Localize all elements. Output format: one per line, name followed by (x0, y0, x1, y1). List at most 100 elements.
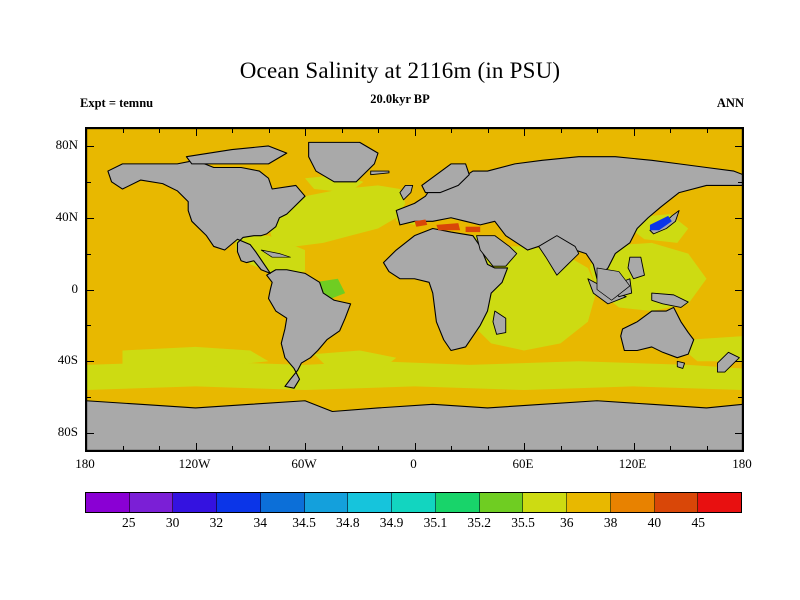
colorbar-cell-4 (260, 493, 305, 512)
y-tickmark (738, 253, 743, 255)
salinity-region-sea-of-japan (649, 215, 672, 231)
colorbar-tick-35.2: 35.2 (467, 515, 491, 530)
y-tick-40S: 40S (57, 352, 78, 368)
x-tickmark (378, 446, 379, 451)
colorbar-labels: 25 30 32 34 34.5 34.8 34.9 35.1 35.2 35.5 36 38 40 45 (85, 515, 742, 537)
y-tick-80S: 80S (57, 424, 78, 440)
y-tickmark (86, 145, 94, 147)
land-tasmania (676, 360, 686, 369)
colorbar-cell-3 (217, 493, 261, 512)
x-tickmark (122, 446, 124, 451)
y-tickmark (738, 181, 743, 183)
x-tickmark (451, 128, 452, 133)
land-africa (382, 227, 509, 352)
x-tickmark (159, 446, 160, 451)
x-tickmark (341, 128, 343, 133)
x-tickmark (524, 443, 525, 451)
y-tickmark (735, 217, 743, 219)
y-tickmark (86, 397, 91, 399)
y-tick-80N: 80N (55, 136, 78, 152)
x-tickmark (341, 446, 343, 451)
x-tickmark (195, 443, 197, 451)
y-tickmark (86, 181, 91, 183)
x-tickmark (305, 443, 306, 451)
plot-frame (86, 128, 743, 451)
colorbar-tick-35.1: 35.1 (423, 515, 448, 530)
colorbar-cell-6 (348, 493, 393, 512)
y-tickmark (86, 289, 94, 291)
x-tickmark (670, 446, 671, 451)
salinity-region-south-pacific (122, 346, 269, 369)
salinity-region-west-mediterranean (414, 219, 428, 227)
colorbar-tick-40: 40 (647, 515, 662, 530)
land-greenland (308, 141, 379, 183)
x-tickmark (633, 128, 635, 136)
season-label: ANN (716, 96, 744, 110)
x-tickmark (451, 446, 452, 451)
land-india (538, 235, 580, 276)
colorbar-cell-0 (86, 493, 130, 512)
land-iceland (370, 170, 390, 176)
y-axis-labels: 80N 40N 0 40S 80S (20, 127, 78, 450)
colorbar-cell-11 (567, 493, 611, 512)
colorbar-tick-25: 25 (122, 515, 136, 530)
colorbar-tick-30: 30 (165, 515, 180, 530)
x-tickmark (670, 128, 671, 133)
y-tick-40N: 40N (55, 208, 78, 224)
x-tickmark (305, 128, 306, 136)
land-antarctica (86, 400, 743, 451)
colorbar-tick-32: 32 (209, 515, 224, 530)
x-tick-60W: 60W (291, 456, 317, 471)
x-tick-120W: 120W (178, 456, 211, 471)
x-tickmark (195, 128, 197, 136)
x-tick-180: 180 (732, 456, 752, 471)
x-tickmark (560, 128, 562, 133)
land-madagascar (492, 310, 507, 335)
world-salinity-map (86, 128, 743, 451)
x-tickmark (706, 128, 708, 133)
y-tickmark (735, 145, 743, 147)
colorbar-tick-34: 34 (253, 515, 267, 530)
x-tickmark (487, 128, 489, 133)
colorbar-tick-34.8: 34.8 (335, 515, 360, 530)
x-tickmark (86, 128, 87, 136)
y-tickmark (86, 325, 91, 327)
x-tick-60E: 60E (512, 456, 534, 471)
colorbar-cell-9 (479, 493, 524, 512)
x-tick-180: 180 (75, 456, 95, 471)
colorbar-tick-38: 38 (603, 515, 618, 530)
x-tickmark (597, 128, 598, 133)
x-tickmark (560, 446, 562, 451)
x-tick-0: 0 (410, 456, 417, 471)
land-arabia (476, 235, 518, 267)
x-tickmark (524, 128, 525, 136)
y-tickmark (86, 217, 94, 219)
y-tickmark (735, 433, 743, 435)
land-new-guinea (651, 292, 689, 308)
colorbar-tick-45: 45 (691, 515, 705, 530)
x-tickmark (414, 443, 416, 451)
land-british-isles (399, 184, 414, 201)
x-tickmark (232, 128, 233, 133)
y-tickmark (738, 397, 743, 399)
x-tickmark (378, 128, 379, 133)
x-tick-120E: 120E (618, 456, 647, 471)
x-tickmark (268, 446, 270, 451)
y-tickmark (86, 433, 94, 435)
colorbar-cell-10 (523, 493, 568, 512)
salinity-region-north-atlantic (268, 185, 406, 247)
colorbar-cell-12 (610, 493, 655, 512)
land-scandinavia (421, 163, 470, 194)
colorbar-cell-5 (304, 493, 349, 512)
y-tickmark (735, 289, 743, 291)
x-tickmark (706, 446, 708, 451)
y-tickmark (86, 361, 94, 363)
x-tickmark (742, 443, 743, 451)
map-plot-area (85, 127, 744, 452)
land-new-zealand (716, 351, 740, 373)
colorbar-tick-35.5: 35.5 (511, 515, 535, 530)
x-tickmark (159, 128, 160, 133)
salinity-region-southern-ocean (86, 361, 743, 390)
land-canadian-arctic (185, 145, 288, 165)
colorbar-cell-7 (392, 493, 436, 512)
